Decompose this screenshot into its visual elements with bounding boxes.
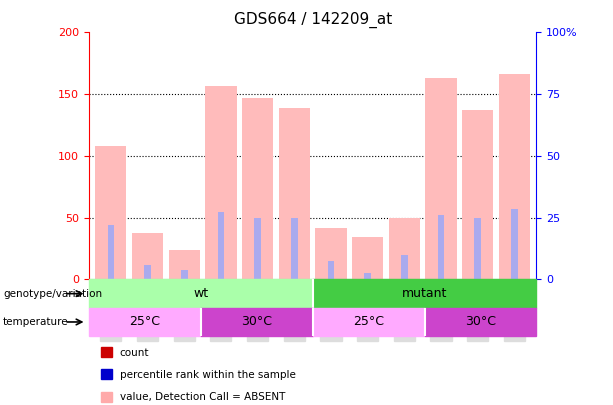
Bar bbox=[254, 218, 261, 279]
Text: 30°C: 30°C bbox=[241, 315, 272, 328]
Bar bbox=[438, 215, 444, 279]
Bar bbox=[201, 308, 313, 336]
Text: mutant: mutant bbox=[402, 287, 447, 300]
Text: value, Detection Call = ABSENT: value, Detection Call = ABSENT bbox=[120, 392, 285, 402]
Bar bbox=[108, 225, 114, 279]
Bar bbox=[132, 232, 163, 279]
Bar bbox=[424, 308, 536, 336]
Bar bbox=[89, 308, 201, 336]
Bar bbox=[425, 78, 457, 279]
Text: 30°C: 30°C bbox=[465, 315, 496, 328]
Text: 25°C: 25°C bbox=[129, 315, 161, 328]
Bar bbox=[95, 146, 126, 279]
Text: count: count bbox=[120, 348, 149, 358]
Bar bbox=[101, 392, 112, 402]
Bar bbox=[313, 308, 424, 336]
Bar bbox=[101, 369, 112, 379]
Text: 25°C: 25°C bbox=[353, 315, 384, 328]
Bar bbox=[499, 75, 530, 279]
Title: GDS664 / 142209_at: GDS664 / 142209_at bbox=[234, 12, 392, 28]
Bar bbox=[315, 228, 346, 279]
Bar bbox=[218, 211, 224, 279]
Bar bbox=[389, 218, 420, 279]
Bar bbox=[242, 98, 273, 279]
Text: percentile rank within the sample: percentile rank within the sample bbox=[120, 370, 295, 380]
Bar bbox=[511, 209, 517, 279]
Bar bbox=[205, 85, 237, 279]
Bar bbox=[328, 261, 334, 279]
Bar bbox=[144, 264, 151, 279]
Bar bbox=[279, 108, 310, 279]
Bar bbox=[364, 273, 371, 279]
Bar bbox=[101, 347, 112, 357]
Bar bbox=[181, 270, 188, 279]
Bar bbox=[169, 250, 200, 279]
Text: temperature: temperature bbox=[3, 317, 69, 327]
Bar bbox=[291, 218, 297, 279]
Bar bbox=[462, 110, 493, 279]
Bar bbox=[313, 279, 536, 308]
Bar bbox=[401, 255, 408, 279]
Bar bbox=[89, 279, 313, 308]
Bar bbox=[352, 237, 383, 279]
Bar bbox=[474, 218, 481, 279]
Text: wt: wt bbox=[193, 287, 208, 300]
Text: genotype/variation: genotype/variation bbox=[3, 289, 102, 298]
